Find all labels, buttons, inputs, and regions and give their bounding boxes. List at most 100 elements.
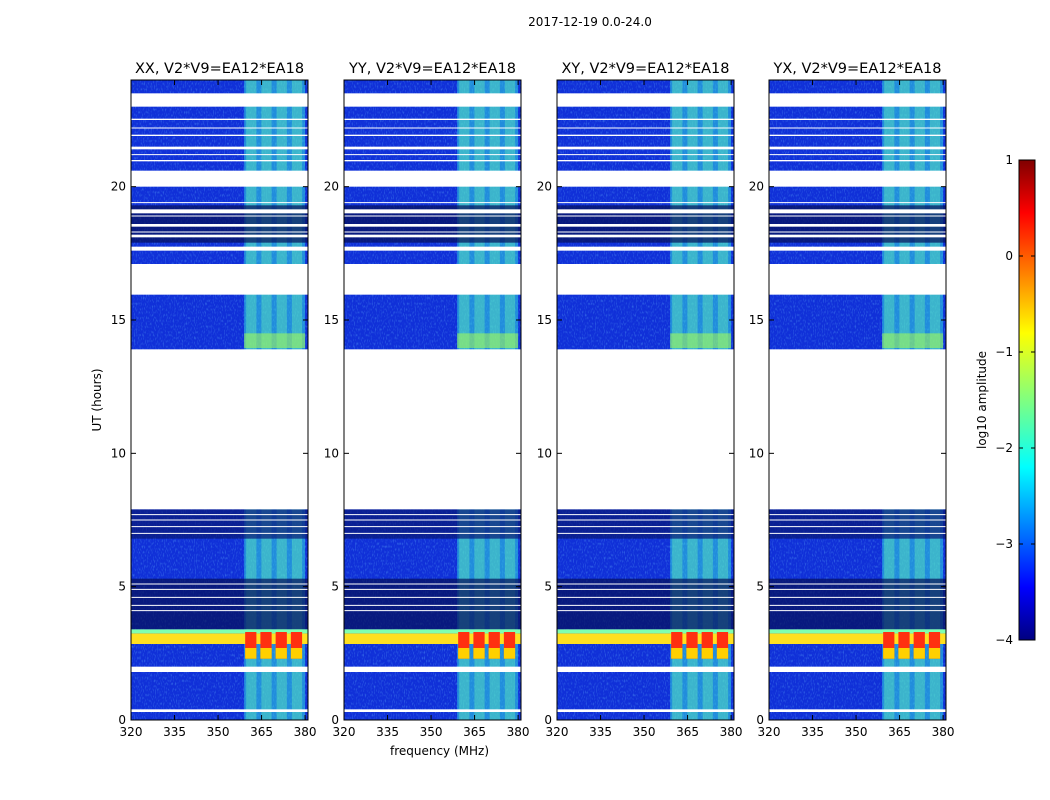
event-burst <box>701 632 713 659</box>
x-tick-label: 350 <box>633 725 656 739</box>
event-burst-tail <box>473 648 485 659</box>
data-gap <box>769 160 946 162</box>
panel-title: YX, V2*V9=EA12*EA18 <box>772 61 941 77</box>
event-burst <box>503 632 516 659</box>
data-gap <box>769 134 946 136</box>
y-tick-label: 20 <box>111 180 126 194</box>
data-gap <box>557 266 734 295</box>
event-burst-tail <box>913 648 925 659</box>
y-tick-label: 0 <box>544 713 552 727</box>
event-burst <box>898 632 910 659</box>
x-tick-label: 335 <box>163 725 186 739</box>
data-gap <box>769 234 946 238</box>
data-gap <box>344 93 521 107</box>
plot-frame <box>556 79 735 721</box>
event-burst <box>290 632 303 659</box>
data-gap <box>557 134 734 136</box>
colorbar-ticks: 1 0 −1 −2 −3 −4 <box>995 153 1035 647</box>
plot-frame <box>130 79 309 721</box>
data-gap <box>131 209 308 214</box>
dark-segment <box>769 509 946 539</box>
data-gap <box>131 146 308 150</box>
colorbar-tick-label: −3 <box>995 537 1013 551</box>
y-tick-label: 5 <box>756 580 764 594</box>
y-tick-label: 0 <box>118 713 126 727</box>
plot-frame <box>768 79 947 721</box>
rfi-spot <box>670 333 732 348</box>
data-gap <box>344 264 521 270</box>
x-axis-label: frequency (MHz) <box>390 744 489 758</box>
data-gap <box>344 160 521 162</box>
colorbar-label: log10 amplitude <box>975 351 989 449</box>
colorbar: 1 0 −1 −2 −3 −4 log10 amplitude <box>975 153 1036 647</box>
event-burst-tail <box>716 648 729 659</box>
event-band-edge <box>344 629 521 634</box>
y-tick-label: 10 <box>537 446 552 460</box>
data-gap <box>344 118 521 120</box>
x-tick-label: 320 <box>120 725 143 739</box>
data-gap <box>131 118 308 120</box>
event-burst-tail <box>458 648 470 659</box>
data-gap <box>557 93 734 107</box>
event-burst <box>275 632 287 659</box>
event-burst <box>913 632 925 659</box>
y-tick-label: 0 <box>756 713 764 727</box>
data-gap <box>344 234 521 238</box>
x-tick-label: 320 <box>333 725 356 739</box>
dark-segment <box>557 578 734 630</box>
data-gap <box>344 146 521 150</box>
data-gap <box>131 160 308 162</box>
data-gap <box>769 209 946 214</box>
panel-title: XX, V2*V9=EA12*EA18 <box>135 61 304 77</box>
colorbar-tick-label: 1 <box>1005 153 1013 167</box>
y-tick-label: 10 <box>111 446 126 460</box>
data-gap <box>769 118 946 120</box>
event-burst <box>458 632 470 659</box>
dark-segment <box>131 509 308 539</box>
data-gap <box>131 266 308 295</box>
y-tick-label: 15 <box>749 313 764 327</box>
data-gap <box>557 170 734 187</box>
data-gap <box>131 709 308 712</box>
data-gap <box>557 160 734 162</box>
dark-segment <box>344 578 521 630</box>
x-tick-label: 335 <box>801 725 824 739</box>
y-tick-label: 0 <box>331 713 339 727</box>
data-gap <box>344 266 521 295</box>
y-tick-label: 15 <box>537 313 552 327</box>
plot-frame <box>343 79 522 721</box>
data-gap <box>131 170 308 187</box>
data-gap <box>769 146 946 150</box>
event-burst <box>473 632 485 659</box>
event-band-edge <box>557 629 734 634</box>
y-tick-label: 5 <box>544 580 552 594</box>
y-tick-label: 15 <box>111 313 126 327</box>
x-tick-label: 380 <box>294 725 317 739</box>
event-burst-tail <box>671 648 683 659</box>
x-tick-label: 335 <box>376 725 399 739</box>
event-burst-tail <box>290 648 303 659</box>
panel-2: XY, V2*V9=EA12*EA18 320 335 350 365 380 0 5 10 15… <box>537 61 743 739</box>
panel-title: YY, V2*V9=EA12*EA18 <box>348 61 516 77</box>
data-gap <box>769 246 946 251</box>
x-tick-label: 365 <box>676 725 699 739</box>
event-burst <box>928 632 941 659</box>
dark-segment <box>557 509 734 539</box>
data-gap <box>769 349 946 510</box>
rfi-spot <box>882 333 944 348</box>
event-band <box>769 633 946 644</box>
data-gap <box>344 224 521 227</box>
event-burst <box>245 632 257 659</box>
data-gap <box>344 666 521 672</box>
panel-3: YX, V2*V9=EA12*EA18 320 335 350 365 380 0 5 10 15… <box>749 61 955 739</box>
event-burst-tail <box>245 648 257 659</box>
data-gap <box>557 224 734 227</box>
data-gap <box>344 246 521 251</box>
data-gap <box>557 246 734 251</box>
data-gap <box>557 666 734 672</box>
data-gap <box>769 266 946 295</box>
y-tick-label: 10 <box>324 446 339 460</box>
y-tick-label: 20 <box>537 180 552 194</box>
colorbar-tick-label: −4 <box>995 633 1013 647</box>
